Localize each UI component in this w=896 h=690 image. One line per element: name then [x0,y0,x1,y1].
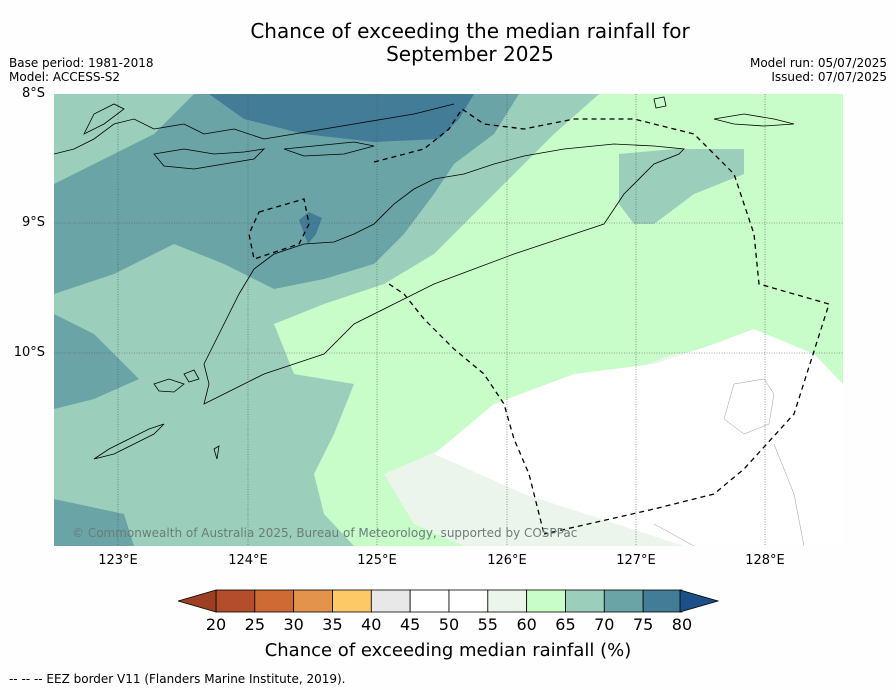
model-run-text: Model run: 05/07/2025 [749,56,887,70]
colorbar-cell [642,589,683,613]
lon-label-125e: 125°E [357,553,397,568]
colorbar-tick-label: 60 [516,615,537,634]
lat-label-9s: 9°S [21,215,45,230]
contour-70-75-sw [54,499,134,546]
colorbar-under-arrow [178,589,217,613]
colorbar-over-arrow [679,589,720,613]
lat-label-10s: 10°S [13,345,45,360]
contour-75-80 [209,94,474,142]
colorbar-tick-label: 70 [594,615,615,634]
colorbar-title: Chance of exceeding median rainfall (%) [264,640,632,661]
colorbar-cell [565,589,605,613]
coastlines [54,96,805,546]
colorbar-cell [370,589,411,613]
lon-label-124e: 124°E [228,553,268,568]
copyright-text: © Commonwealth of Australia 2025, Bureau… [72,526,578,540]
lon-label-123e: 123°E [98,553,138,568]
colorbar-cell [603,589,644,613]
rainfall-map [54,94,843,546]
gridlines [54,94,843,546]
colorbar-cell [448,589,489,613]
base-period-text: Base period: 1981-2018 [9,56,154,70]
colorbar-cell [293,589,333,613]
issued-text: Issued: 07/07/2025 [771,70,887,84]
colorbar-tick-label: 30 [283,615,304,634]
map-svg [54,94,843,546]
contour-70-75-west [54,314,139,409]
colorbar [178,589,720,613]
contour-75-80-small [299,212,322,244]
colorbar-tick-label: 25 [244,615,265,634]
lon-label-126e: 126°E [487,553,527,568]
contour-70-75 [54,94,519,294]
model-text: Model: ACCESS-S2 [9,70,121,84]
colorbar-tick-label: 75 [632,615,654,634]
colorbar-tick-label: 40 [361,615,382,634]
colorbar-cell [254,589,295,613]
meta-left: Base period: 1981-2018 Model: ACCESS-S2 [9,56,154,84]
colorbar-tick-label: 35 [322,615,343,634]
lon-label-128e: 128°E [745,553,785,568]
colorbar-tick-label: 80 [671,615,693,634]
chart-title: Chance of exceeding the median rainfall … [250,19,690,66]
colorbar-cell [487,589,528,613]
footer-note: -- -- -- EEZ border V11 (Flanders Marine… [9,672,346,686]
colorbar-tick-label: 20 [205,615,227,634]
meta-right: Model run: 05/07/2025 Issued: 07/07/2025 [750,56,887,84]
colorbar-tick-label: 50 [438,615,460,634]
colorbar-tick-label: 45 [399,615,421,634]
lon-label-127e: 127°E [616,553,656,568]
eez-border [248,108,830,535]
contour-50-55 [434,329,843,546]
colorbar-cell [526,589,566,613]
colorbar-cell [215,589,256,613]
colorbar-tick-label: 65 [555,615,576,634]
colorbar-cell [409,589,450,613]
lat-label-8s: 8°S [21,86,45,101]
colorbar-tick-label: 55 [477,615,498,634]
colorbar-cell [332,589,372,613]
